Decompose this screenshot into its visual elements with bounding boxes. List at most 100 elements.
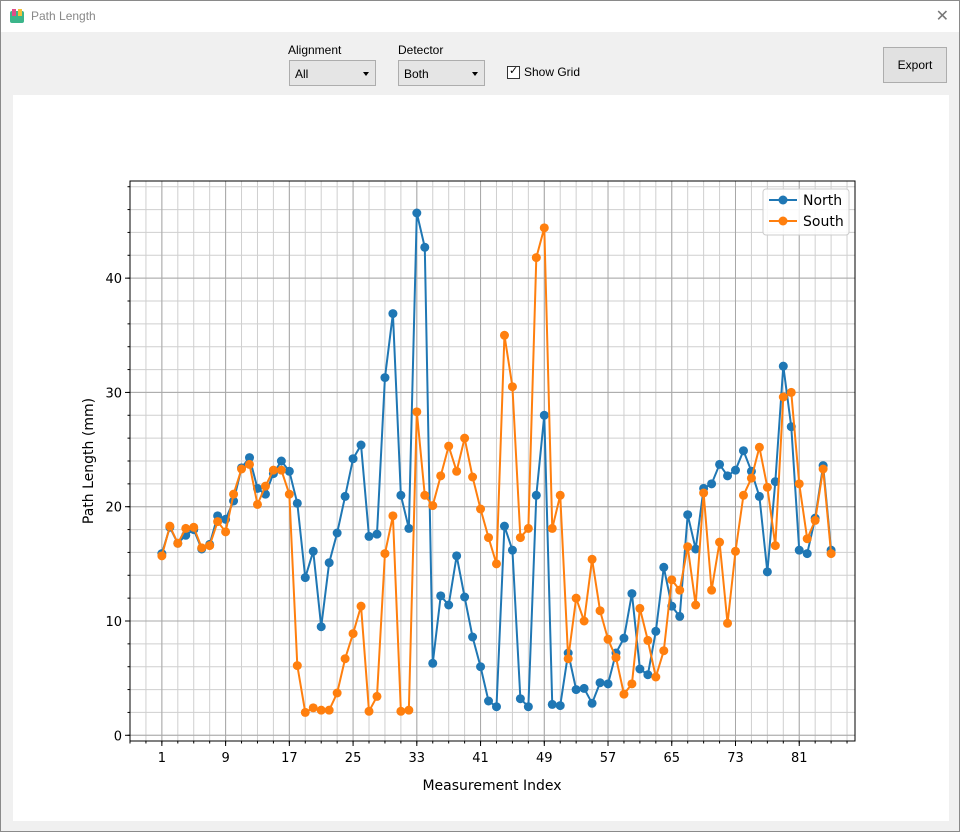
x-tick-label: 17 <box>281 751 298 766</box>
data-point-north <box>715 459 725 469</box>
data-point-north <box>460 592 470 602</box>
data-point-north <box>754 491 764 501</box>
data-point-south <box>802 534 812 544</box>
x-tick-label: 49 <box>536 751 553 766</box>
data-point-south <box>388 511 398 521</box>
data-point-north <box>372 529 382 539</box>
checkmark-icon: ✓ <box>509 65 519 77</box>
data-point-north <box>499 521 509 531</box>
close-icon[interactable]: ✕ <box>935 8 949 25</box>
data-point-south <box>436 471 446 481</box>
data-point-south <box>818 464 828 474</box>
data-point-south <box>587 554 597 564</box>
data-point-south <box>252 499 262 509</box>
chevron-down-icon <box>472 72 478 76</box>
data-point-south <box>531 253 541 263</box>
data-point-south <box>715 537 725 547</box>
x-tick-label: 65 <box>663 751 680 766</box>
data-point-north <box>348 454 358 464</box>
data-point-north <box>436 591 446 601</box>
x-tick-label: 57 <box>600 751 617 766</box>
detector-value: Both <box>404 67 429 81</box>
data-point-south <box>205 541 215 551</box>
data-point-south <box>476 504 486 514</box>
alignment-label: Alignment <box>288 43 342 57</box>
alignment-dropdown[interactable]: All <box>289 60 376 86</box>
data-point-south <box>460 433 470 443</box>
show-grid-label[interactable]: Show Grid <box>524 65 581 79</box>
export-button[interactable]: Export <box>883 47 947 83</box>
data-point-south <box>364 706 374 716</box>
x-tick-label: 33 <box>409 751 426 766</box>
data-point-north <box>308 546 318 556</box>
data-point-north <box>778 361 788 371</box>
data-point-south <box>452 466 462 476</box>
data-point-south <box>189 522 199 532</box>
data-point-north <box>619 633 629 643</box>
data-point-north <box>730 465 740 475</box>
data-point-south <box>515 533 525 543</box>
detector-dropdown[interactable]: Both <box>398 60 485 86</box>
data-point-south <box>770 541 780 551</box>
data-point-south <box>221 527 231 537</box>
path-length-chart: 1 9 17 25 33 41 49 57 65 73 81 0 10 20 30 40 Measuremen… <box>81 180 856 794</box>
data-point-south <box>603 634 613 644</box>
data-point-north <box>738 446 748 456</box>
alignment-value: All <box>295 67 309 81</box>
data-point-south <box>340 654 350 664</box>
data-point-south <box>539 223 549 233</box>
data-point-north <box>292 498 302 508</box>
data-point-south <box>284 489 294 499</box>
data-point-south <box>484 533 494 543</box>
data-point-south <box>245 459 255 469</box>
data-point-south <box>810 515 820 525</box>
data-point-north <box>380 373 390 383</box>
data-point-north <box>245 453 255 463</box>
data-point-north <box>635 664 645 674</box>
data-point-north <box>491 702 501 712</box>
data-point-south <box>619 689 629 699</box>
y-tick-label: 30 <box>105 386 122 401</box>
data-point-south <box>300 707 310 717</box>
data-point-north <box>332 528 342 538</box>
data-point-south <box>595 606 605 616</box>
y-axis-label: Path Length (mm) <box>81 398 97 524</box>
show-grid-checkbox[interactable]: ✓ <box>507 65 520 79</box>
data-point-south <box>547 523 557 533</box>
data-point-south <box>332 688 342 698</box>
data-point-north <box>691 544 701 554</box>
data-point-south <box>507 382 517 392</box>
y-tick-label: 0 <box>114 729 122 744</box>
data-point-south <box>165 521 175 531</box>
title-bar: Path Length ✕ <box>1 1 959 32</box>
data-point-south <box>372 691 382 701</box>
y-tick-label: 40 <box>105 272 122 287</box>
data-point-south <box>348 629 358 639</box>
data-point-south <box>635 603 645 613</box>
data-point-north <box>284 466 294 476</box>
data-point-north <box>707 479 717 489</box>
data-point-south <box>197 543 207 553</box>
x-tick-label: 25 <box>345 751 362 766</box>
data-point-south <box>316 705 326 715</box>
data-point-south <box>396 706 406 716</box>
x-tick-label: 41 <box>472 751 489 766</box>
data-point-north <box>651 626 661 636</box>
y-tick-label: 10 <box>105 615 122 630</box>
detector-label: Detector <box>398 43 444 57</box>
plot-canvas: 1 9 17 25 33 41 49 57 65 73 81 0 10 20 30 40 Measuremen… <box>13 95 949 821</box>
data-point-south <box>675 585 685 595</box>
x-tick-label: 9 <box>221 751 229 766</box>
data-point-north <box>770 477 780 487</box>
data-point-south <box>181 523 191 533</box>
window-title: Path Length <box>31 9 96 23</box>
data-point-south <box>499 330 509 340</box>
data-point-south <box>491 559 501 569</box>
data-point-south <box>420 490 430 500</box>
data-point-south <box>786 387 796 397</box>
data-point-north <box>364 531 374 541</box>
legend: North South <box>762 188 850 236</box>
data-point-north <box>515 694 525 704</box>
x-tick-label: 1 <box>158 751 166 766</box>
